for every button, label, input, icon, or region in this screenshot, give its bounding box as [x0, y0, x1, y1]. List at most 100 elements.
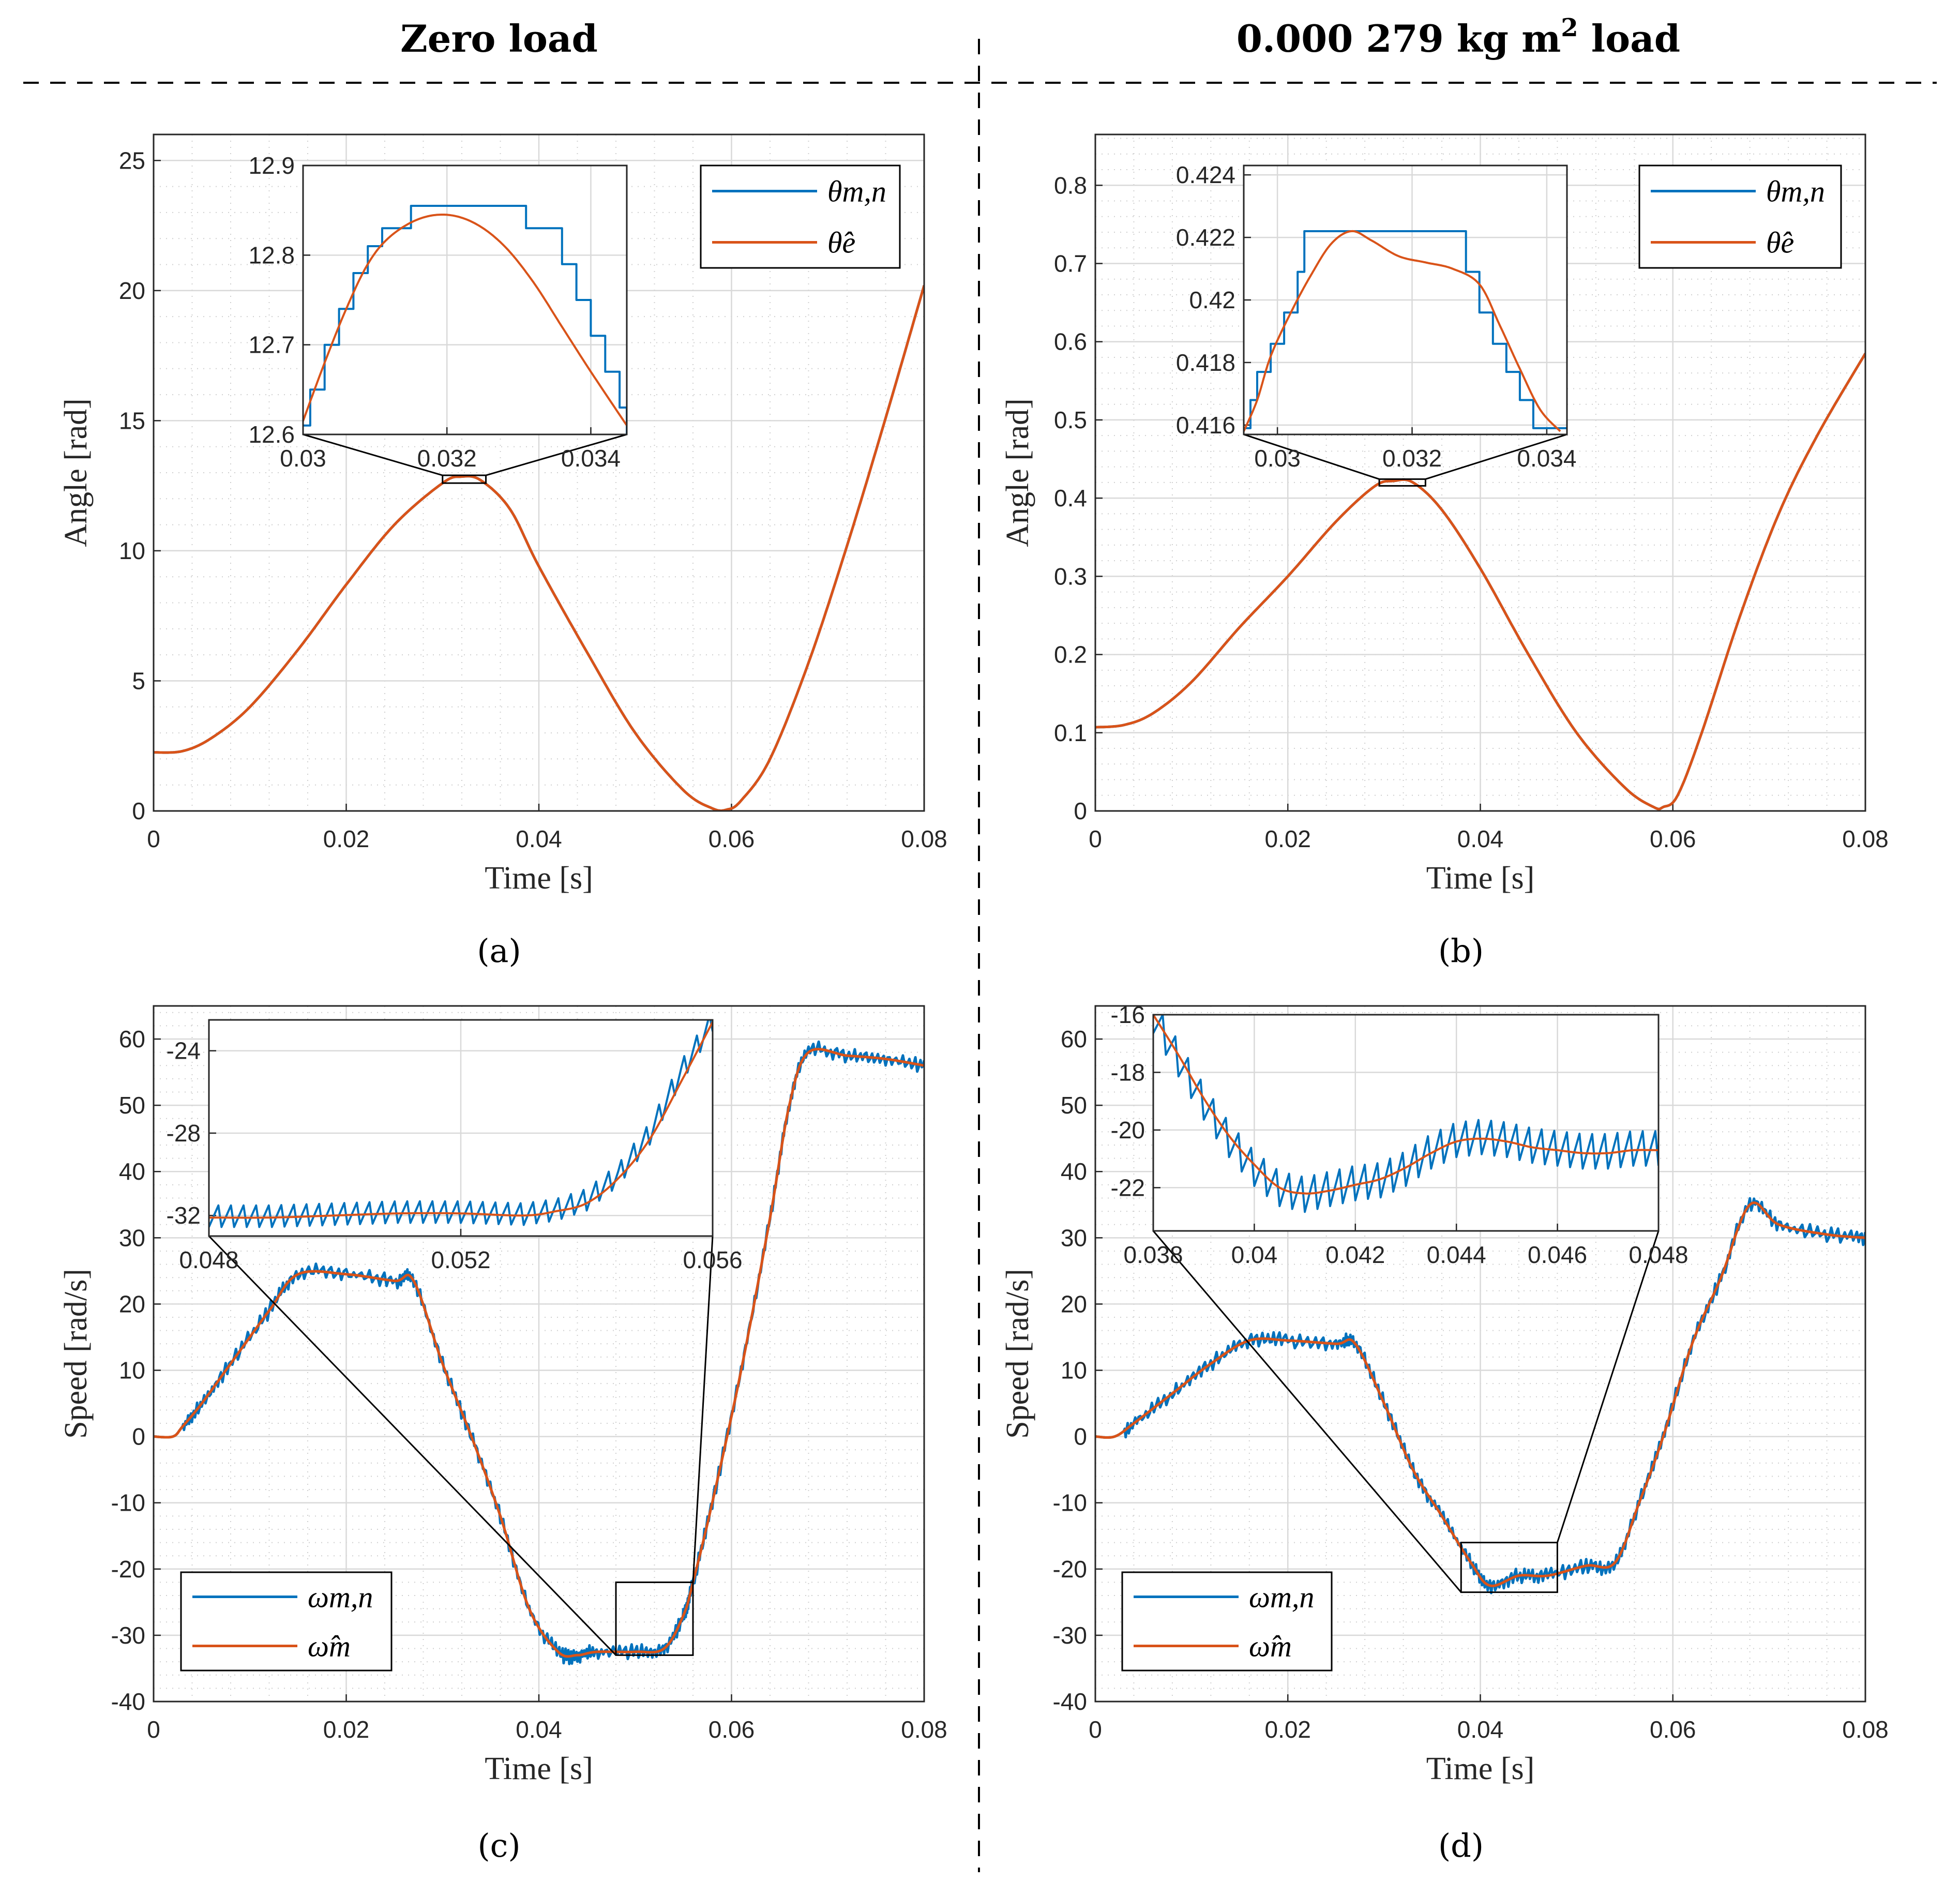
panel-a-ylabel: Angle [rad]	[58, 398, 94, 547]
panel-c-inset-ytick-label: -32	[167, 1202, 201, 1229]
panel-d-speed-inertia-load: 0 0.02 0.04 0.06 0.08 -40 -30 -20 -10 0 10 20 30 40 50…	[1000, 1001, 1889, 1786]
panel-b-ytick-label: 0.4	[1054, 485, 1087, 511]
caption-c: (c)	[477, 1827, 520, 1864]
column-title-superscript: 2	[1561, 13, 1578, 42]
panel-c-ytick-label: -40	[111, 1688, 145, 1715]
panel-d-xtick-label: 0.04	[1457, 1716, 1504, 1743]
panel-d-legend-box	[1121, 1571, 1333, 1672]
panel-b-inset-series-measured-line	[1244, 230, 1567, 429]
panel-a-zoom-connector-left	[303, 433, 443, 476]
panel-c-ytick-label: 60	[119, 1026, 145, 1052]
panel-b-zoom-box	[1378, 478, 1426, 487]
panel-b-xlabel: Time [s]	[1426, 861, 1535, 896]
panel-d-inset-series-estimated-line	[1153, 1015, 1659, 1195]
panel-b-inset-ytick-label: 0.418	[1176, 349, 1235, 376]
panel-a-xtick-label: 0	[147, 825, 160, 852]
panel-b-zoom-connector-right	[1425, 433, 1567, 480]
panel-a-inset-xtick-label: 0.032	[417, 445, 477, 472]
panel-b-xtick-label: 0.02	[1264, 825, 1311, 852]
panel-a-inset-ytick-label: 12.9	[248, 152, 295, 179]
panel-d-inset-ytick-label: -18	[1111, 1059, 1145, 1086]
panel-b-ytick-label: 0.5	[1054, 407, 1087, 433]
panel-a-zoom-connector-right	[486, 433, 627, 476]
panel-a-axes-frame	[153, 133, 925, 812]
panel-d-inset-ytick-label: -22	[1111, 1174, 1145, 1201]
panel-c-xtick-label: 0.04	[516, 1716, 562, 1743]
panel-a-inset-series-estimated-line	[303, 214, 627, 426]
panel-c-inset: 0.048 0.052 0.056 -32 -28 -24	[167, 1019, 743, 1273]
panel-b-legend: θm,n θ̂e	[1638, 164, 1842, 269]
panel-d-ytick-label: -40	[1053, 1688, 1087, 1715]
panel-b-inset-series-estimated-line	[1244, 230, 1561, 432]
panel-a-xtick-label: 0.02	[323, 825, 370, 852]
panel-d-inset-xtick-label: 0.038	[1123, 1241, 1183, 1268]
panel-c-ytick-label: -20	[111, 1556, 145, 1583]
panel-d-zoom-connector-left	[1152, 1230, 1462, 1593]
panel-d-inset-xtick-label: 0.042	[1325, 1241, 1385, 1268]
panel-d-zoom-box	[1460, 1542, 1558, 1593]
panel-b-ytick-label: 0.6	[1054, 328, 1087, 355]
panel-d-legend: ωm,n ω̂m	[1121, 1571, 1333, 1672]
panel-c-xlabel: Time [s]	[485, 1751, 593, 1786]
panel-d-ytick-label: -20	[1053, 1556, 1087, 1583]
panel-c-zoom-box	[615, 1581, 694, 1656]
panel-b-ylabel: Angle [rad]	[1000, 398, 1035, 547]
panel-c-ytick-label: 40	[119, 1158, 145, 1185]
panel-a-inset-ytick-label: 12.6	[248, 421, 295, 448]
panel-a-inset: 0.03 0.032 0.034 12.6 12.7 12.8 12.9	[248, 152, 628, 472]
panel-d-zoom-connector-right	[1556, 1230, 1660, 1543]
panel-c-ytick-label: 30	[119, 1224, 145, 1251]
panel-c-inset-xtick-label: 0.056	[683, 1246, 742, 1273]
panel-d-inset-xtick-label: 0.046	[1528, 1241, 1587, 1268]
panel-b-inset: 0.03 0.032 0.034 0.416 0.418 0.42 0.422 0.424	[1176, 161, 1577, 472]
column-title-zero-load: Zero load	[400, 17, 598, 61]
panel-d-inset-plot-area	[1153, 1015, 1659, 1231]
panel-d-xtick-label: 0.02	[1264, 1716, 1311, 1743]
panel-b-inset-xtick-label: 0.03	[1254, 445, 1301, 472]
panel-c-inset-ytick-label: -28	[167, 1120, 201, 1147]
panel-b-inset-ytick-label: 0.424	[1176, 161, 1235, 188]
panel-b-legend-box	[1638, 164, 1842, 269]
panel-b-inset-frame	[1243, 164, 1568, 435]
panel-a-legend: θm,n θ̂e	[700, 164, 901, 269]
panel-b-ytick-label: 0.2	[1054, 641, 1087, 668]
panel-a-inset-xtick-label: 0.03	[280, 445, 326, 472]
panel-a-xtick-label: 0.08	[901, 825, 947, 852]
panel-c-series-estimated-line	[154, 1048, 924, 1658]
panel-b-inset-xtick-label: 0.034	[1517, 445, 1576, 472]
panel-c-xtick-label: 0.06	[708, 1716, 755, 1743]
panel-a-series-estimated-line	[154, 285, 924, 811]
panel-d-ytick-label: -30	[1053, 1622, 1087, 1649]
panel-b-legend-label-estimated: θ̂e	[1766, 226, 1794, 260]
caption-a: (a)	[477, 932, 521, 970]
panel-c-inset-series-estimated-line	[209, 1021, 713, 1219]
panel-a-ytick-label: 15	[119, 407, 145, 434]
panel-b-inset-ytick-label: 0.416	[1176, 412, 1235, 439]
panel-b-series-estimated-line	[1095, 353, 1865, 810]
panel-a-zoom-box	[442, 474, 487, 484]
panel-a-inset-ytick-label: 12.7	[248, 332, 295, 358]
panel-d-xlabel: Time [s]	[1426, 1751, 1535, 1786]
panel-a-xlabel: Time [s]	[485, 861, 593, 896]
column-title-suffix: load	[1578, 17, 1680, 61]
panel-c-inset-xtick-label: 0.048	[179, 1246, 238, 1273]
panel-d-ytick-label: 10	[1061, 1357, 1087, 1384]
column-title-inertia-load-main: 0.000 279 kg m	[1237, 17, 1561, 61]
panel-c-legend: ωm,n ω̂m	[180, 1571, 393, 1672]
panel-c-legend-box	[180, 1571, 393, 1672]
panel-c-ytick-label: -30	[111, 1622, 145, 1649]
panel-d-ytick-label: 40	[1061, 1158, 1087, 1185]
panel-d-xtick-label: 0.08	[1842, 1716, 1889, 1743]
panel-c-inset-series-measured-line	[209, 1020, 713, 1228]
panel-c-speed-zero-load: 0 0.02 0.04 0.06 0.08 -40 -30 -20 -10 0 10 20 30 40 50…	[58, 1005, 947, 1786]
panel-a-ytick-label: 10	[119, 537, 145, 564]
panel-a-legend-box	[700, 164, 901, 269]
panel-d-xtick-label: 0	[1089, 1716, 1102, 1743]
caption-d: (d)	[1438, 1827, 1484, 1864]
panel-d-inset-xtick-label: 0.044	[1427, 1241, 1486, 1268]
panel-d-inset-frame	[1152, 1014, 1660, 1232]
panel-d-legend-label-measured: ωm,n	[1249, 1581, 1314, 1614]
panel-a-inset-frame	[302, 164, 628, 435]
panel-a-inset-plot-area	[303, 165, 627, 434]
